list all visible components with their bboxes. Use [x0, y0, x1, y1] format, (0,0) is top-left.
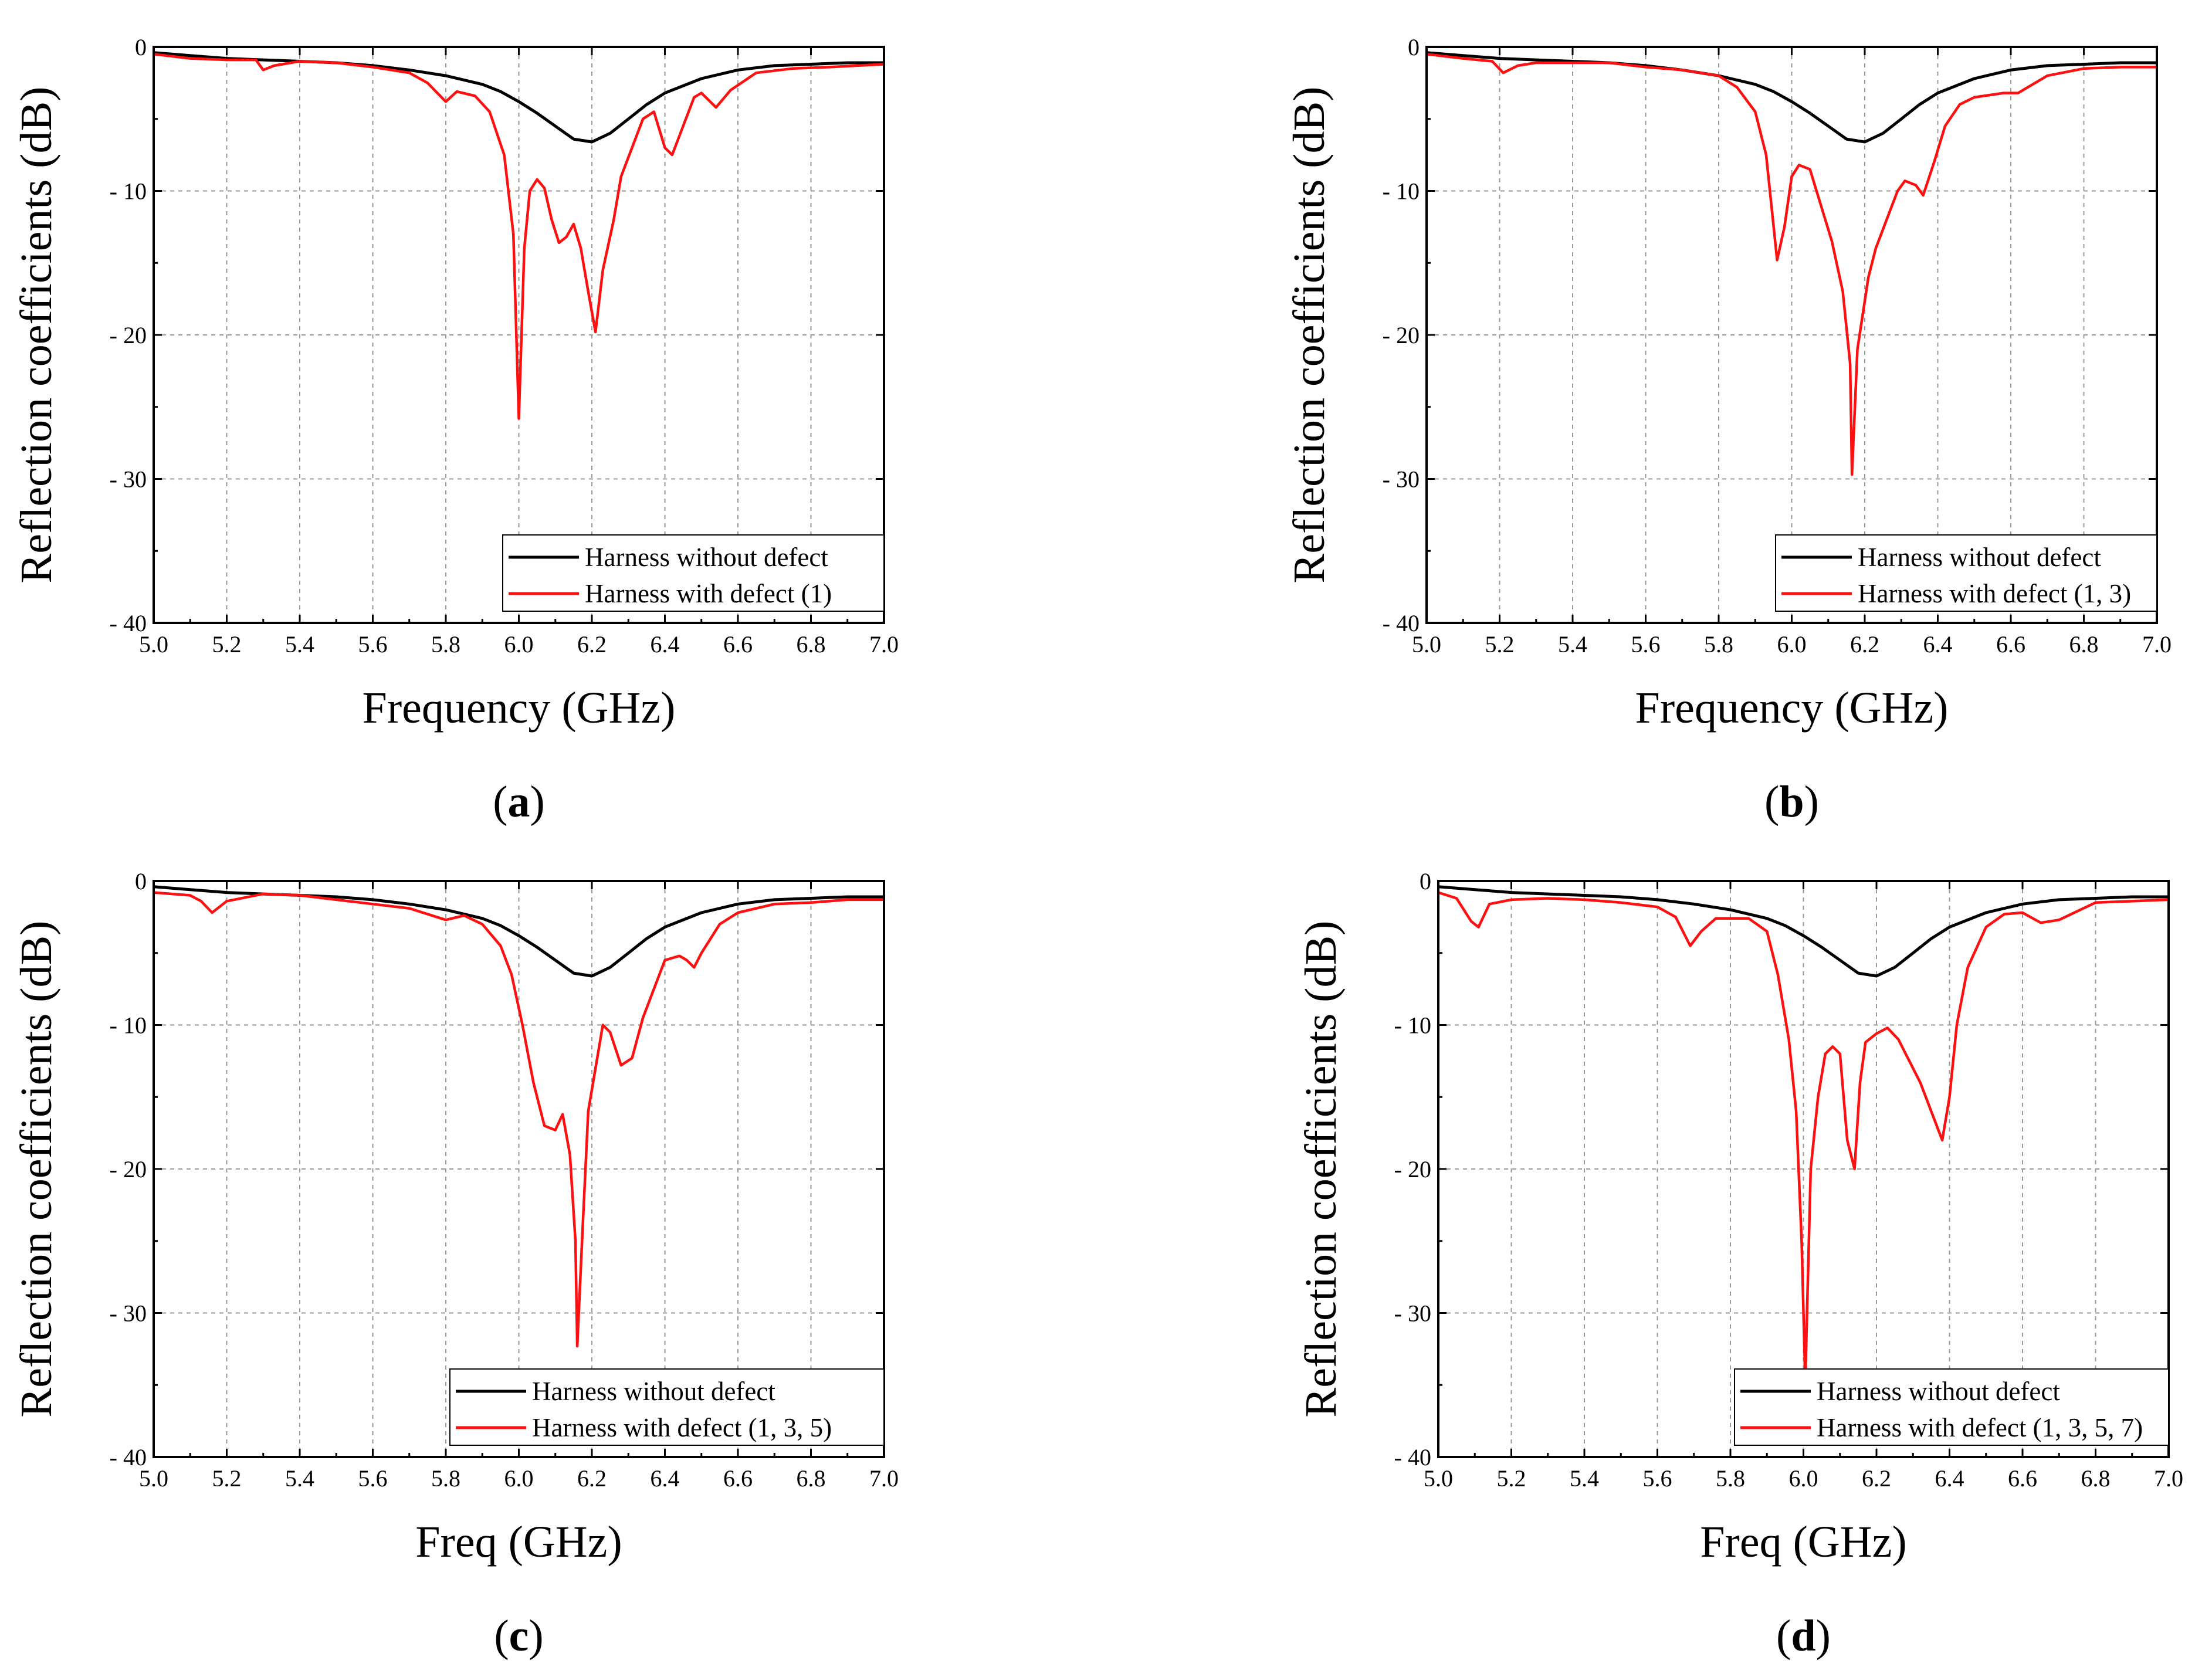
y-tick-label: - 20	[110, 1156, 147, 1182]
x-tick-label: 5.0	[1412, 631, 1441, 658]
legend-entry-label: Harness with defect (1, 3)	[1858, 579, 2131, 608]
legend-box	[1734, 1368, 2169, 1446]
x-tick-label: 6.6	[723, 1465, 753, 1492]
x-tick-label: 5.2	[1497, 1465, 1526, 1492]
y-tick-label: - 10	[110, 1012, 147, 1039]
panel-d: 5.0 5.2 5.4 5.6 5.8 6.0 6.2 6.4 6.6 6.8 7.0 0 - 10 - …	[1296, 868, 2183, 1661]
legend-entry-label: Harness with defect (1)	[585, 579, 832, 608]
x-axis-label: Freq (GHz)	[1700, 1517, 1906, 1567]
series-line-without-defect	[1438, 885, 2169, 978]
series-line-with-defect	[153, 53, 885, 420]
x-tick-label: 6.2	[577, 1465, 607, 1492]
x-tick-label: 5.8	[431, 1465, 460, 1492]
x-tick-label: 5.8	[1716, 1465, 1745, 1492]
x-tick-label: 6.4	[651, 1465, 680, 1492]
y-axis-label: Reflection coefficients (dB)	[1285, 87, 1334, 584]
y-axis-label: Reflection coefficients (dB)	[12, 87, 61, 584]
y-tick-label: - 10	[1394, 1012, 1431, 1039]
y-tick-label: 0	[135, 868, 147, 894]
y-tick-label: 0	[1420, 868, 1431, 894]
y-tick-label: - 40	[1383, 610, 1420, 636]
legend-entry-label: Harness with defect (1, 3, 5, 7)	[1817, 1413, 2143, 1442]
x-tick-label: 6.4	[1923, 631, 1953, 658]
x-tick-label: 5.2	[1485, 631, 1515, 658]
y-tick-label: - 30	[1383, 466, 1420, 493]
x-tick-label: 6.6	[2008, 1465, 2037, 1492]
x-tick-label: 5.2	[212, 631, 242, 658]
x-tick-label: 5.2	[212, 1465, 242, 1492]
x-tick-label: 5.4	[1570, 1465, 1599, 1492]
legend-box	[1775, 534, 2157, 612]
y-tick-label: - 20	[1383, 322, 1420, 348]
x-tick-label: 7.0	[2154, 1465, 2183, 1492]
x-tick-label: 6.2	[577, 631, 607, 658]
y-axis-label: Reflection coefficients (dB)	[1296, 921, 1346, 1418]
x-tick-label: 5.0	[139, 1465, 168, 1492]
x-tick-label: 7.0	[869, 1465, 899, 1492]
series-line-with-defect	[153, 891, 884, 1348]
legend-entry-label: Harness with defect (1, 3, 5)	[532, 1413, 832, 1442]
x-tick-label: 6.0	[504, 631, 534, 658]
series-line-with-defect	[1438, 891, 2169, 1384]
x-tick-label: 6.6	[1996, 631, 2025, 658]
panel-b: 5.0 5.2 5.4 5.6 5.8 6.0 6.2 6.4 6.6 6.8 7.0 0 - 10 - …	[1285, 34, 2172, 826]
legend-entry-label: Harness without defect	[585, 543, 828, 572]
x-tick-label: 6.8	[2081, 1465, 2111, 1492]
x-tick-label: 6.8	[2069, 631, 2099, 658]
x-axis-label: Frequency (GHz)	[1635, 683, 1949, 733]
panel-caption: (a)	[493, 777, 545, 826]
y-tick-label: - 20	[1394, 1156, 1431, 1182]
x-tick-label: 6.2	[1862, 1465, 1891, 1492]
panel-c: 5.0 5.2 5.4 5.6 5.8 6.0 6.2 6.4 6.6 6.8 7.0 0 - 10 - …	[12, 868, 899, 1661]
panel-a: 5.0 5.2 5.4 5.6 5.8 6.0 6.2 6.4 6.6 6.8 7.0 0 - 10 - …	[12, 34, 899, 826]
y-tick-label: - 30	[110, 1300, 147, 1327]
x-tick-label: 6.8	[797, 631, 826, 658]
legend-entry-label: Harness without defect	[1858, 543, 2101, 572]
legend-box	[502, 534, 885, 612]
x-tick-label: 5.0	[1424, 1465, 1453, 1492]
x-tick-label: 6.0	[504, 1465, 534, 1492]
y-tick-label: 0	[1408, 34, 1420, 60]
x-tick-label: 6.0	[1789, 1465, 1818, 1492]
x-tick-label: 5.6	[358, 1465, 388, 1492]
y-tick-label: - 30	[110, 466, 147, 493]
x-tick-label: 5.6	[1631, 631, 1661, 658]
x-tick-label: 6.4	[1935, 1465, 1964, 1492]
x-axis-label: Freq (GHz)	[415, 1517, 622, 1567]
y-tick-label: - 10	[110, 178, 147, 205]
x-tick-label: 6.6	[723, 631, 753, 658]
legend-box	[449, 1368, 885, 1446]
series-line-with-defect	[1426, 53, 2157, 476]
x-tick-label: 5.8	[1704, 631, 1733, 658]
y-tick-label: 0	[135, 34, 147, 60]
x-tick-label: 5.4	[285, 631, 314, 658]
panel-caption: (c)	[494, 1611, 543, 1661]
y-tick-label: - 30	[1394, 1300, 1431, 1327]
x-tick-label: 6.2	[1850, 631, 1879, 658]
x-tick-label: 5.4	[285, 1465, 314, 1492]
y-tick-label: - 40	[1394, 1444, 1431, 1470]
y-tick-label: - 10	[1383, 178, 1420, 205]
panel-caption: (b)	[1764, 777, 1819, 826]
x-tick-label: 6.8	[797, 1465, 826, 1492]
legend-entry-label: Harness without defect	[1817, 1377, 2060, 1406]
legend-entry-label: Harness without defect	[532, 1377, 775, 1406]
y-axis-label: Reflection coefficients (dB)	[12, 921, 61, 1418]
x-tick-label: 5.4	[1558, 631, 1587, 658]
panel-caption: (d)	[1776, 1611, 1831, 1661]
x-tick-label: 7.0	[869, 631, 899, 658]
x-tick-label: 5.6	[1643, 1465, 1672, 1492]
y-tick-label: - 40	[110, 610, 147, 636]
x-tick-label: 5.0	[139, 631, 168, 658]
y-tick-label: - 40	[110, 1444, 147, 1470]
x-tick-label: 5.8	[431, 631, 460, 658]
x-tick-label: 5.6	[358, 631, 388, 658]
x-tick-label: 6.4	[651, 631, 680, 658]
x-tick-label: 6.0	[1777, 631, 1807, 658]
x-axis-label: Frequency (GHz)	[363, 683, 676, 733]
y-tick-label: - 20	[110, 322, 147, 348]
x-tick-label: 7.0	[2142, 631, 2172, 658]
